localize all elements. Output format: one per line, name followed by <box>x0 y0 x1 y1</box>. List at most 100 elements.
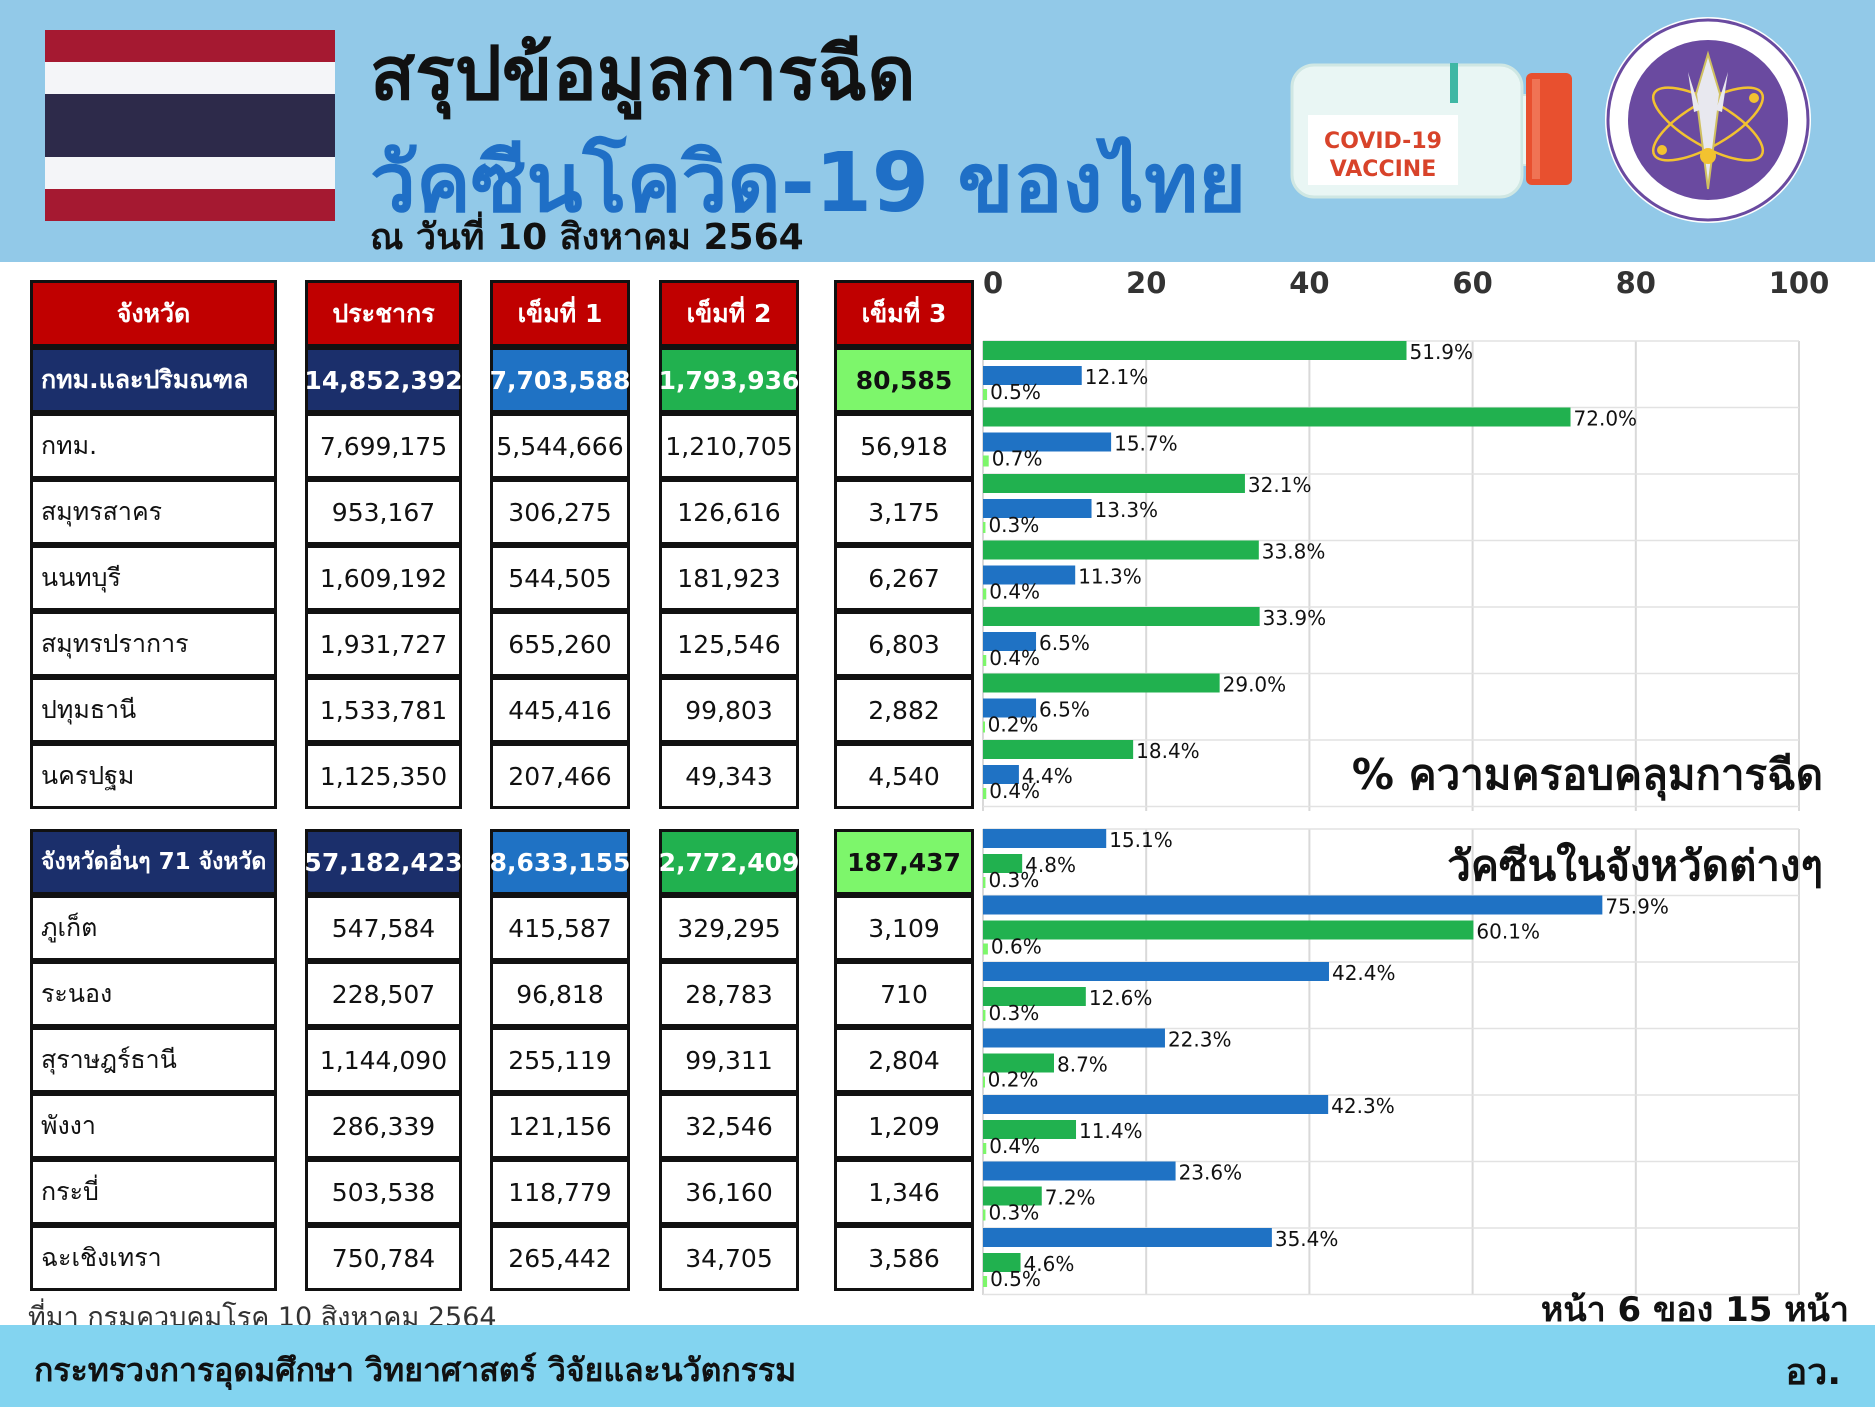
row-dose2: 32,546 <box>659 1093 799 1159</box>
row-dose3: 710 <box>834 961 974 1027</box>
chart-bar <box>983 432 1112 452</box>
chart-bar <box>983 673 1220 693</box>
chart-data-label: 42.4% <box>1332 961 1396 985</box>
chart-tick-label: 60 <box>1452 266 1492 300</box>
chart-data-label: 75.9% <box>1605 895 1669 919</box>
sum-row-province: จังหวัดอื่นๆ 71 จังหวัด <box>30 829 277 895</box>
chart-data-label: 42.3% <box>1331 1094 1395 1118</box>
ministry-abbreviation: อว. <box>1785 1352 1841 1393</box>
chart-bar <box>983 895 1603 915</box>
chart-data-label: 12.1% <box>1085 365 1149 389</box>
row-population: 750,784 <box>305 1225 462 1291</box>
chart-tick-label: 100 <box>1769 266 1830 300</box>
chart-data-label: 0.5% <box>990 1267 1041 1291</box>
row-province: ฉะเชิงเทรา <box>30 1225 277 1291</box>
chart-bar <box>983 607 1260 626</box>
chart-bar <box>983 1209 986 1221</box>
chart-data-label: 0.2% <box>988 1068 1039 1092</box>
sum-row-dose2: 2,772,409 <box>659 829 799 895</box>
chart-bar <box>983 1095 1329 1114</box>
chart-bar <box>983 389 988 400</box>
row-province: ปทุมธานี <box>30 677 277 743</box>
row-dose1: 306,275 <box>490 479 630 545</box>
chart-title-line2: วัคซีนในจังหวัดต่างๆ <box>1447 841 1823 890</box>
chart-bar <box>983 455 989 467</box>
chart-data-label: 35.4% <box>1275 1227 1339 1251</box>
chart-data-label: 0.5% <box>990 380 1041 404</box>
vaccine-label-line1: COVID-19 <box>1324 129 1442 154</box>
chart-bar <box>983 943 988 955</box>
chart-data-label: 6.5% <box>1039 698 1090 722</box>
row-population: 1,144,090 <box>305 1027 462 1093</box>
row-population: 503,538 <box>305 1159 462 1225</box>
as-of-date: ณ วันที่ 10 สิงหาคม 2564 <box>370 217 804 258</box>
chart-bar <box>983 1053 1054 1073</box>
chart-bar <box>983 522 986 533</box>
row-dose2: 181,923 <box>659 545 799 611</box>
row-dose1: 445,416 <box>490 677 630 743</box>
page-subtitle: วัคซีนโควิด-19 ของไทย <box>370 136 1247 231</box>
row-province: ระนอง <box>30 961 277 1027</box>
chart-bar <box>983 1143 987 1154</box>
chart-bar <box>983 588 987 600</box>
chart-bar <box>983 655 987 666</box>
row-dose2: 1,210,705 <box>659 413 799 479</box>
header-province: จังหวัด <box>30 280 277 347</box>
thai-flag-icon <box>45 30 335 221</box>
chart-bar <box>983 474 1245 493</box>
chart-title-line1: % ความครอบคลุมการฉีด <box>1351 750 1823 799</box>
chart-data-label: 72.0% <box>1574 407 1638 431</box>
row-dose1: 265,442 <box>490 1225 630 1291</box>
chart-data-label: 13.3% <box>1095 498 1159 522</box>
sum-row-population: 57,182,423 <box>304 829 463 895</box>
chart-tick-label: 0 <box>983 266 1003 300</box>
chart-data-label: 0.3% <box>988 1201 1039 1225</box>
chart-data-label: 51.9% <box>1410 340 1474 364</box>
header-dose3: เข็มที่ 3 <box>834 280 974 347</box>
chart-bar <box>983 540 1259 560</box>
row-dose1: 207,466 <box>490 743 630 809</box>
sum-row-dose3: 80,585 <box>834 347 974 413</box>
row-dose3: 3,109 <box>834 895 974 961</box>
chart-tick-label: 20 <box>1126 266 1166 300</box>
chart-bar <box>983 788 987 799</box>
chart-data-label: 4.4% <box>1022 764 1073 788</box>
row-dose3: 1,209 <box>834 1093 974 1159</box>
chart-data-label: 0.4% <box>989 580 1040 604</box>
chart-data-label: 0.4% <box>989 1134 1040 1158</box>
row-dose2: 126,616 <box>659 479 799 545</box>
chart-bar <box>983 877 986 888</box>
row-population: 1,533,781 <box>305 677 462 743</box>
row-population: 1,931,727 <box>305 611 462 677</box>
chart-bar <box>983 341 1407 360</box>
chart-bar <box>983 1186 1042 1206</box>
row-population: 228,507 <box>305 961 462 1027</box>
chart-data-label: 4.8% <box>1025 853 1076 877</box>
row-population: 7,699,175 <box>305 413 462 479</box>
row-dose3: 56,918 <box>834 413 974 479</box>
chart-data-label: 0.7% <box>992 447 1043 471</box>
chart-data-label: 12.6% <box>1089 986 1153 1010</box>
header-dose2: เข็มที่ 2 <box>659 280 799 347</box>
chart-data-label: 0.2% <box>988 713 1039 737</box>
chart-bar <box>983 565 1076 585</box>
chart-data-label: 0.3% <box>988 868 1039 892</box>
chart-data-label: 22.3% <box>1168 1028 1232 1052</box>
row-population: 547,584 <box>305 895 462 961</box>
chart-bar <box>983 1228 1272 1247</box>
row-dose2: 34,705 <box>659 1225 799 1291</box>
chart-bar <box>983 698 1037 718</box>
sum-row-province: กทม.และปริมณฑล <box>30 347 277 413</box>
row-population: 1,125,350 <box>305 743 462 809</box>
footer-bar: กระทรวงการอุดมศึกษา วิทยาศาสตร์ วิจัยและ… <box>0 1325 1875 1407</box>
chart-data-label: 32.1% <box>1248 473 1312 497</box>
row-population: 286,339 <box>305 1093 462 1159</box>
row-province: พังงา <box>30 1093 277 1159</box>
chart-data-label: 0.4% <box>989 646 1040 670</box>
vaccine-vial-icon: COVID-19 VACCINE <box>1290 63 1572 199</box>
chart-bar <box>983 1276 988 1287</box>
page-title: สรุปข้อมูลการฉีด <box>370 31 916 117</box>
row-dose1: 118,779 <box>490 1159 630 1225</box>
row-dose3: 4,540 <box>834 743 974 809</box>
